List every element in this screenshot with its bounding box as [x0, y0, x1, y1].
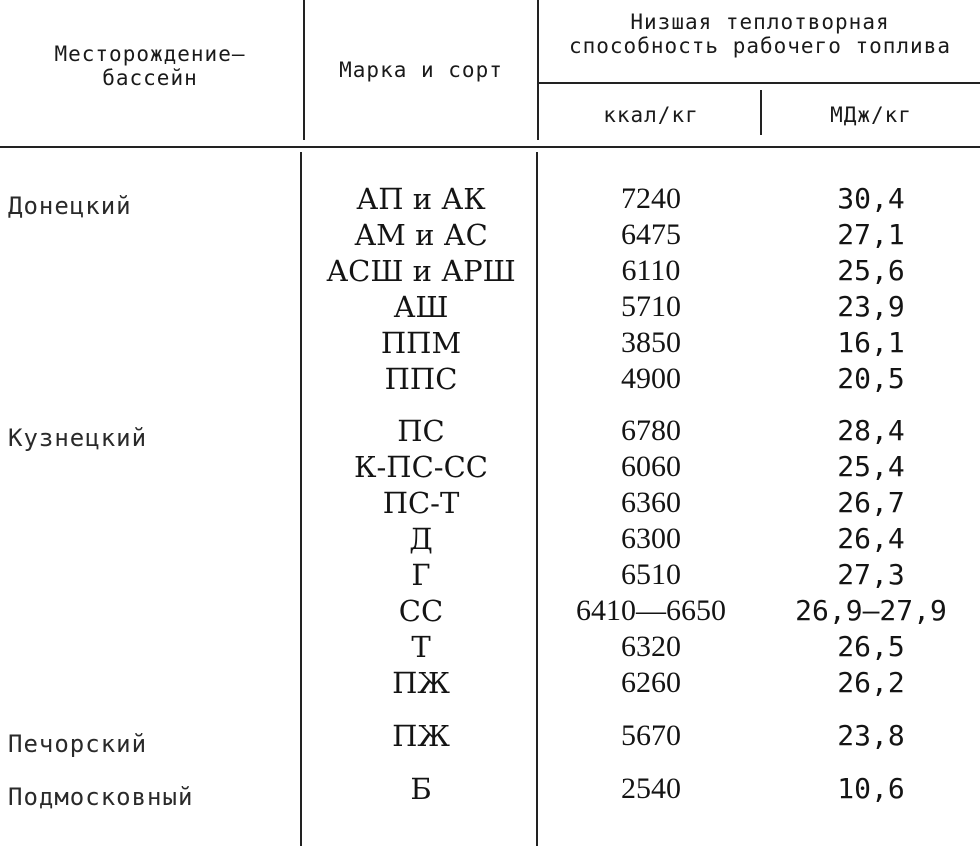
header-calorific-line1: Низшая теплотворная — [630, 10, 890, 34]
mj-cell: 27,3 — [837, 558, 905, 591]
field-name: Кузнецкий — [8, 424, 148, 452]
column-divider-2-body — [536, 152, 538, 846]
column-divider-3 — [760, 90, 762, 135]
header-deposit-line1: Месторождение— — [54, 42, 246, 66]
mj-cell: 23,8 — [837, 719, 905, 752]
grade-cell: К-ПС-СС — [354, 450, 488, 484]
kcal-cell: 3850 — [621, 326, 681, 359]
header-calorific: Низшая теплотворная способность рабочего… — [540, 10, 980, 58]
header-unit-kcal: ккал/кг — [603, 103, 699, 127]
grade-cell: ППС — [384, 362, 458, 396]
column-divider-1 — [303, 0, 305, 140]
mj-cell: 23,9 — [837, 290, 905, 323]
grade-cell: ПС — [397, 414, 445, 448]
kcal-cell: 6060 — [621, 450, 681, 483]
header-deposit-line2: бассейн — [102, 66, 198, 90]
mj-cell: 30,4 — [837, 182, 905, 215]
mj-cell: 16,1 — [837, 326, 905, 359]
kcal-cell: 2540 — [621, 772, 681, 805]
mj-cell: 28,4 — [837, 414, 905, 447]
mj-cell: 26,5 — [837, 630, 905, 663]
mj-cell: 25,6 — [837, 254, 905, 287]
header-bottom-rule — [0, 146, 980, 148]
field-name: Подмосковный — [8, 783, 194, 811]
kcal-cell: 5670 — [621, 719, 681, 752]
mj-cell: 25,4 — [837, 450, 905, 483]
grade-cell: ПС-Т — [382, 486, 460, 520]
grade-cell: АП и АК — [356, 182, 486, 216]
grade-cell: АСШ и АРШ — [326, 254, 516, 288]
grade-cell: Т — [411, 630, 431, 664]
mj-cell: 10,6 — [837, 772, 905, 805]
header-deposit: Месторождение— бассейн — [10, 42, 290, 90]
mj-cell: 26,2 — [837, 666, 905, 699]
kcal-cell: 6475 — [621, 218, 681, 251]
kcal-cell: 6300 — [621, 522, 681, 555]
header-calorific-line2: способность рабочего топлива — [568, 34, 951, 58]
column-divider-1-body — [300, 152, 302, 846]
kcal-cell: 6360 — [621, 486, 681, 519]
field-name: Донецкий — [8, 192, 132, 220]
grade-cell: ПЖ — [392, 666, 450, 700]
header-unit-mj: МДж/кг — [830, 103, 912, 127]
kcal-cell: 4900 — [621, 362, 681, 395]
kcal-cell: 6260 — [621, 666, 681, 699]
kcal-cell: 6510 — [621, 558, 681, 591]
grade-cell: ППМ — [380, 326, 462, 360]
grade-cell: Б — [410, 772, 432, 806]
mj-cell: 26,4 — [837, 522, 905, 555]
grade-cell: ПЖ — [392, 719, 450, 753]
grade-cell: Г — [411, 558, 431, 592]
mj-cell: 26,7 — [837, 486, 905, 519]
kcal-cell: 6110 — [621, 254, 681, 287]
header-subrule — [537, 82, 980, 84]
kcal-cell: 5710 — [621, 290, 681, 323]
grade-cell: Д — [409, 522, 433, 556]
kcal-cell: 7240 — [621, 182, 681, 215]
grade-cell: СС — [398, 594, 444, 628]
kcal-cell: 6410—6650 — [576, 594, 726, 627]
header-grade: Марка и сорт — [339, 58, 503, 82]
column-divider-2 — [537, 0, 539, 140]
mj-cell: 26,9—27,9 — [795, 594, 947, 627]
kcal-cell: 6320 — [621, 630, 681, 663]
field-name: Печорский — [8, 730, 148, 758]
mj-cell: 27,1 — [837, 218, 905, 251]
grade-cell: АШ — [393, 290, 449, 324]
mj-cell: 20,5 — [837, 362, 905, 395]
kcal-cell: 6780 — [621, 414, 681, 447]
grade-cell: АМ и АС — [354, 218, 488, 252]
